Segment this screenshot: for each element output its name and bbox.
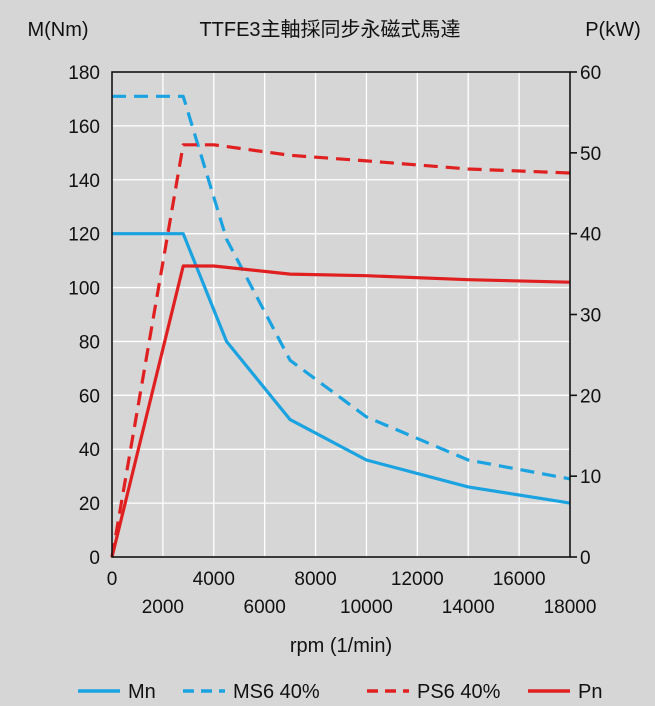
- left-tick-label: 140: [68, 171, 100, 192]
- left-tick-label: 60: [79, 386, 100, 407]
- right-tick-label: 40: [580, 225, 601, 246]
- x-tick-label: 6000: [244, 597, 286, 618]
- series-line-mn: [112, 232, 571, 505]
- right-tick-label: 30: [580, 306, 601, 327]
- x-tick-label: 12000: [391, 569, 444, 590]
- x-tick-label: 10000: [340, 597, 393, 618]
- legend-label: PS6 40%: [417, 681, 501, 703]
- x-tick-label: 8000: [294, 569, 336, 590]
- chart-title: TTFE3主軸採同步永磁式馬達: [199, 18, 460, 41]
- tick-labels: 0200040006000800010000120001400016000180…: [68, 63, 601, 618]
- legend-label: Mn: [128, 681, 156, 703]
- series-line-pn: [110, 264, 571, 558]
- plot-frame: [111, 71, 571, 558]
- left-tick-label: 0: [89, 548, 100, 569]
- right-tick-label: 0: [580, 548, 591, 569]
- right-tick-label: 10: [580, 467, 601, 488]
- legend-label: MS6 40%: [233, 681, 320, 703]
- legend: Mn MS6 40% PS6 40% Pn: [78, 681, 602, 703]
- left-tick-label: 160: [68, 117, 100, 138]
- series-lines: [110, 94, 571, 558]
- legend-label: Pn: [578, 681, 602, 703]
- right-tick-label: 60: [580, 63, 601, 84]
- right-tick-label: 20: [580, 386, 601, 407]
- x-axis-label: rpm (1/min): [290, 635, 392, 657]
- x-tick-label: 4000: [193, 569, 235, 590]
- series-line-ps6-40: [110, 143, 571, 558]
- right-axis-label: P(kW): [585, 19, 641, 41]
- x-tick-label: 16000: [493, 569, 546, 590]
- left-tick-label: 180: [68, 63, 100, 84]
- left-tick-label: 20: [79, 494, 100, 515]
- left-tick-label: 100: [68, 279, 100, 300]
- x-tick-label: 14000: [442, 597, 495, 618]
- left-tick-label: 80: [79, 332, 100, 353]
- x-tick-label: 0: [107, 569, 118, 590]
- series-line-ms6-40: [112, 94, 571, 481]
- x-tick-label: 2000: [142, 597, 184, 618]
- grid-lines: [111, 71, 571, 558]
- left-tick-label: 40: [79, 440, 100, 461]
- left-axis-label: M(Nm): [27, 19, 88, 41]
- x-tick-label: 18000: [544, 597, 597, 618]
- right-tick-label: 50: [580, 144, 601, 165]
- left-tick-label: 120: [68, 225, 100, 246]
